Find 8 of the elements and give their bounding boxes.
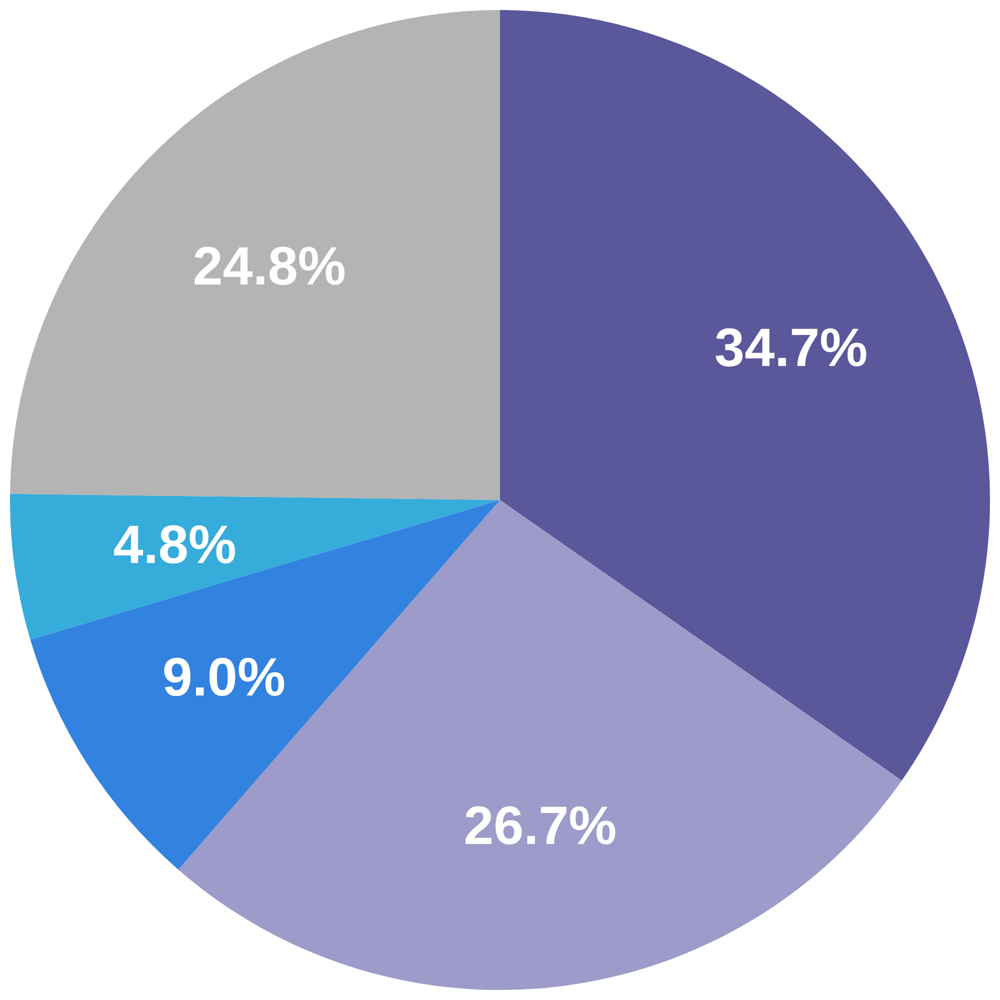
data-label: 26.7% bbox=[464, 796, 617, 856]
data-label: 9.0% bbox=[162, 648, 286, 708]
data-label: 34.7% bbox=[714, 318, 868, 378]
pie-slice bbox=[10, 494, 500, 640]
pie-slice bbox=[10, 10, 500, 500]
data-label: 24.8% bbox=[192, 236, 346, 296]
pie-slice bbox=[500, 10, 990, 780]
data-label: 4.8% bbox=[113, 515, 236, 576]
